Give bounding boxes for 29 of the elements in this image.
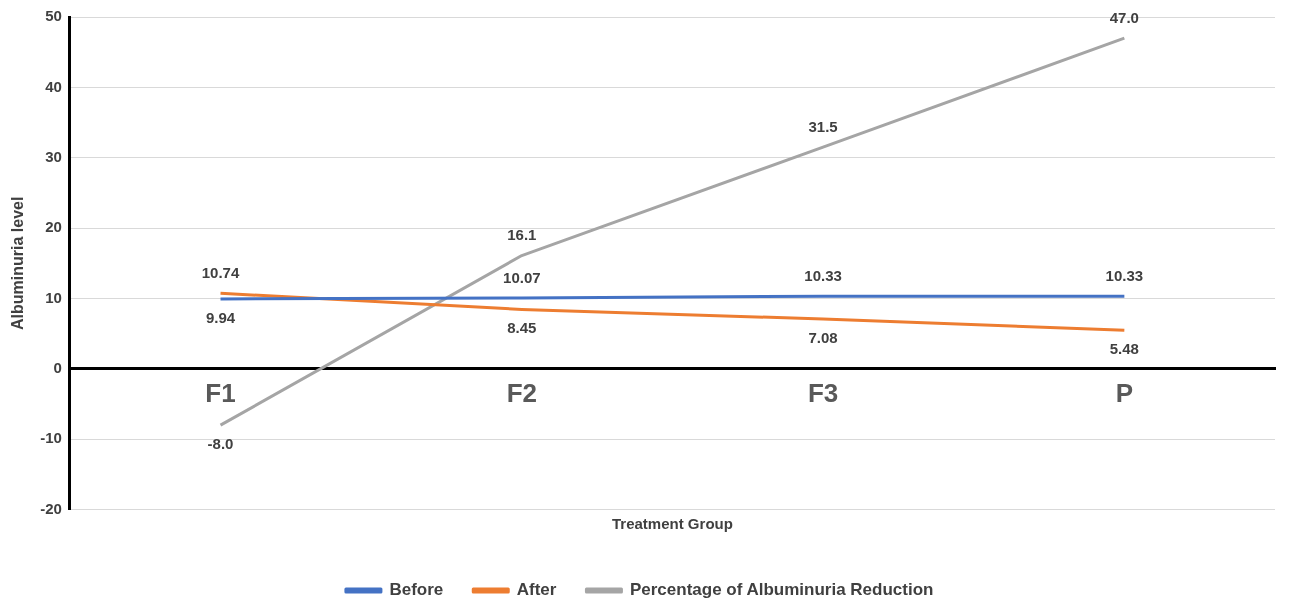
y-tick-label: -20 — [40, 499, 62, 517]
legend-label: After — [516, 580, 557, 600]
data-label: 9.94 — [205, 308, 236, 326]
y-tick-label: 0 — [53, 359, 62, 376]
y-tick-label: 50 — [45, 7, 62, 25]
data-label: 7.08 — [808, 328, 838, 346]
data-label: 47.0 — [1109, 8, 1139, 26]
data-label: 8.45 — [507, 319, 537, 337]
x-tick-label: P — [1115, 377, 1134, 408]
x-tick-label: F2 — [506, 377, 537, 408]
y-tick-label: -10 — [40, 429, 62, 447]
data-label: 10.33 — [1105, 266, 1144, 284]
y-tick-label: 20 — [45, 218, 62, 236]
y-axis-title: Albuminuria level — [9, 196, 27, 330]
y-tick-label: 40 — [45, 77, 62, 95]
data-label: -8.0 — [207, 434, 234, 452]
data-label: 31.5 — [808, 117, 838, 135]
x-axis-title: Treatment Group — [612, 515, 733, 533]
legend-label: Percentage of Albuminuria Reduction — [629, 580, 934, 600]
legend-label: Before — [389, 580, 444, 600]
data-label: 10.07 — [503, 268, 541, 286]
y-tick-label: 30 — [45, 147, 62, 165]
data-label: 10.33 — [804, 266, 842, 284]
data-label: 10.74 — [201, 263, 240, 281]
y-tick-label: 10 — [45, 288, 62, 306]
x-tick-label: F1 — [205, 377, 236, 408]
x-tick-label: F3 — [807, 377, 839, 408]
data-label: 5.48 — [1109, 339, 1139, 357]
data-label: 16.1 — [507, 226, 537, 244]
